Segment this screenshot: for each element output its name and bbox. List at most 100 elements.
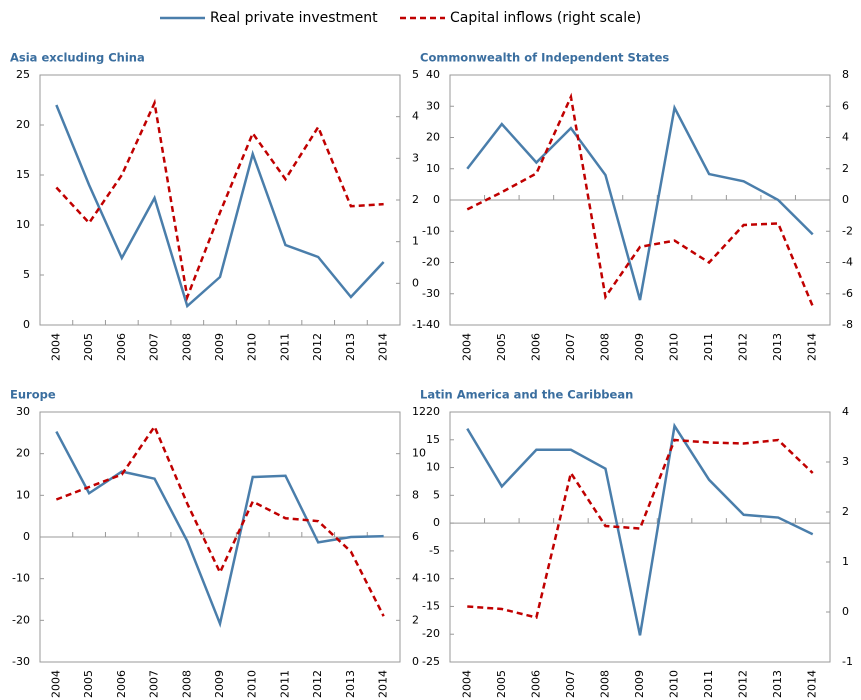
- y-tick-label: 20: [16, 447, 30, 460]
- y2-tick-label: 0: [412, 276, 419, 289]
- y2-tick-label: 3: [842, 455, 849, 468]
- x-tick-label: 2004: [49, 333, 62, 361]
- y-tick-label: -20: [422, 256, 440, 269]
- y2-tick-label: 6: [842, 99, 849, 112]
- series-line: [55, 98, 384, 302]
- y-tick-label: -25: [422, 655, 440, 668]
- y2-tick-label: 1: [842, 555, 849, 568]
- y-tick-label: 10: [16, 488, 30, 501]
- x-tick-label: 2014: [806, 670, 819, 698]
- x-tick-label: 2006: [115, 670, 128, 698]
- x-tick-label: 2013: [344, 333, 357, 361]
- y-tick-label: 10: [426, 461, 440, 474]
- x-tick-label: 2010: [668, 670, 681, 698]
- x-tick-label: 2011: [702, 333, 715, 361]
- series-line: [55, 104, 385, 309]
- series-line: [467, 438, 814, 620]
- y2-tick-label: -6: [842, 287, 853, 300]
- y-tick-label: 0: [433, 193, 440, 206]
- y2-tick-label: 1: [412, 235, 419, 248]
- y-tick-label: 30: [16, 405, 30, 418]
- y-tick-label: -10: [422, 572, 440, 585]
- series-line: [466, 92, 814, 307]
- x-tick-label: 2006: [115, 333, 128, 361]
- x-tick-label: 2011: [278, 333, 291, 361]
- x-tick-label: 2014: [377, 670, 390, 698]
- y-tick-label: 10: [426, 162, 440, 175]
- x-tick-label: 2014: [806, 333, 819, 361]
- plot-frame: [449, 411, 831, 663]
- y-tick-label: -10: [12, 572, 30, 585]
- y-tick-label: 5: [433, 488, 440, 501]
- x-tick-label: 2013: [771, 670, 784, 698]
- y-tick-label: 0: [23, 318, 30, 331]
- y-tick-label: 5: [23, 268, 30, 281]
- x-tick-label: 2012: [737, 670, 750, 698]
- x-tick-label: 2007: [564, 333, 577, 361]
- panel-title: Asia excluding China: [10, 51, 145, 65]
- y2-tick-label: 2: [412, 613, 419, 626]
- x-tick-label: 2010: [246, 333, 259, 361]
- x-tick-label: 2005: [82, 670, 95, 698]
- y2-tick-label: 2: [842, 505, 849, 518]
- y-tick-label: -30: [12, 655, 30, 668]
- y-tick-label: 15: [16, 168, 30, 181]
- panel-title: Europe: [10, 388, 56, 402]
- y-tick-label: -5: [429, 544, 440, 557]
- x-tick-label: 2006: [529, 333, 542, 361]
- panel-title: Commonwealth of Independent States: [420, 51, 669, 65]
- x-tick-label: 2008: [598, 670, 611, 698]
- series-line: [466, 422, 814, 636]
- y-tick-label: 25: [16, 68, 30, 81]
- x-tick-label: 2012: [311, 333, 324, 361]
- y-tick-label: 0: [433, 516, 440, 529]
- y-tick-label: 20: [426, 405, 440, 418]
- x-tick-label: 2013: [344, 670, 357, 698]
- x-tick-label: 2008: [180, 333, 193, 361]
- panel-title: Latin America and the Caribbean: [420, 388, 633, 402]
- plot-frame: [39, 74, 401, 326]
- x-tick-label: 2014: [377, 333, 390, 361]
- y-tick-label: -20: [422, 627, 440, 640]
- y2-tick-label: -2: [842, 224, 853, 237]
- x-tick-label: 2010: [246, 670, 259, 698]
- y-tick-label: 30: [426, 99, 440, 112]
- y2-tick-label: 10: [412, 447, 426, 460]
- y-tick-label: -10: [422, 224, 440, 237]
- x-tick-label: 2012: [311, 670, 324, 698]
- y-tick-label: -30: [422, 287, 440, 300]
- y-tick-label: 40: [426, 68, 440, 81]
- y2-tick-label: 4: [842, 131, 849, 144]
- x-tick-label: 2007: [148, 333, 161, 361]
- y-tick-label: 10: [16, 218, 30, 231]
- y-tick-label: -40: [422, 318, 440, 331]
- x-tick-label: 2006: [529, 670, 542, 698]
- y-tick-label: 0: [23, 530, 30, 543]
- y2-tick-label: 2: [842, 162, 849, 175]
- x-tick-label: 2011: [702, 670, 715, 698]
- y2-tick-label: -4: [842, 256, 853, 269]
- y2-tick-label: 0: [842, 193, 849, 206]
- y2-tick-label: 4: [412, 572, 419, 585]
- x-tick-label: 2007: [148, 670, 161, 698]
- x-tick-label: 2013: [771, 333, 784, 361]
- x-tick-label: 2008: [180, 670, 193, 698]
- x-tick-label: 2009: [633, 333, 646, 361]
- y2-tick-label: 5: [412, 68, 419, 81]
- x-tick-label: 2005: [82, 333, 95, 361]
- y2-tick-label: 8: [842, 68, 849, 81]
- y2-tick-label: 3: [412, 151, 419, 164]
- x-tick-label: 2009: [213, 670, 226, 698]
- legend-label: Capital inflows (right scale): [450, 10, 641, 26]
- y2-tick-label: 8: [412, 488, 419, 501]
- y2-tick-label: 2: [412, 193, 419, 206]
- x-tick-label: 2007: [564, 670, 577, 698]
- x-tick-label: 2009: [633, 670, 646, 698]
- y2-tick-label: 0: [842, 605, 849, 618]
- x-tick-label: 2005: [495, 670, 508, 698]
- x-tick-label: 2009: [213, 333, 226, 361]
- y-tick-label: 20: [16, 118, 30, 131]
- x-tick-label: 2004: [460, 670, 473, 698]
- y2-tick-label: 6: [412, 530, 419, 543]
- y-tick-label: -15: [422, 599, 440, 612]
